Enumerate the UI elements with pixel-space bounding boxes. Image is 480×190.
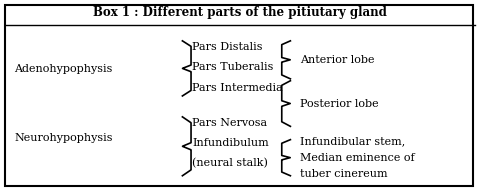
Text: Adenohypophysis: Adenohypophysis <box>14 64 113 74</box>
Text: Anterior lobe: Anterior lobe <box>300 55 374 65</box>
Text: Infundibular stem,: Infundibular stem, <box>300 137 405 146</box>
Text: (neural stalk): (neural stalk) <box>192 158 268 169</box>
Text: Pars Tuberalis: Pars Tuberalis <box>192 63 274 72</box>
Text: Infundibulum: Infundibulum <box>192 139 269 148</box>
Text: Posterior lobe: Posterior lobe <box>300 99 379 108</box>
FancyBboxPatch shape <box>5 5 473 186</box>
Text: Box 1 : Different parts of the pitiutary gland: Box 1 : Different parts of the pitiutary… <box>93 6 387 19</box>
Text: Median eminence of: Median eminence of <box>300 153 415 163</box>
Text: Pars Distalis: Pars Distalis <box>192 42 263 51</box>
Text: Neurohypophysis: Neurohypophysis <box>14 133 113 143</box>
Text: tuber cinereum: tuber cinereum <box>300 169 388 179</box>
Text: Pars Nervosa: Pars Nervosa <box>192 118 267 127</box>
Text: Pars Intermedia: Pars Intermedia <box>192 83 283 93</box>
